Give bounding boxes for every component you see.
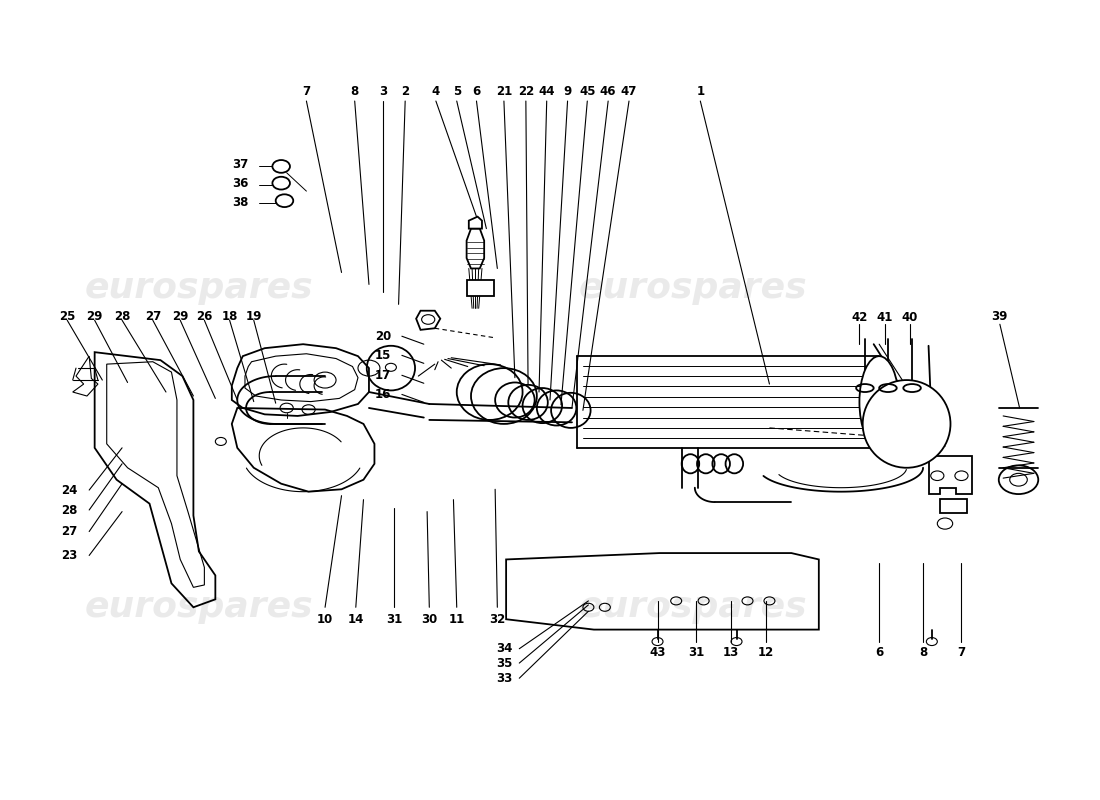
Text: 38: 38 <box>232 196 249 209</box>
Polygon shape <box>469 217 482 229</box>
Ellipse shape <box>859 356 899 448</box>
Text: 29: 29 <box>172 310 188 322</box>
Text: 28: 28 <box>62 503 78 517</box>
Text: 35: 35 <box>496 657 513 670</box>
Text: 33: 33 <box>496 672 512 685</box>
Text: 4: 4 <box>432 85 440 98</box>
Text: 1: 1 <box>696 85 704 98</box>
Text: 27: 27 <box>62 525 77 538</box>
Text: 14: 14 <box>348 613 364 626</box>
Text: 29: 29 <box>87 310 102 322</box>
Text: 28: 28 <box>114 310 130 322</box>
Text: 11: 11 <box>449 613 465 626</box>
Text: 7: 7 <box>957 646 966 659</box>
Text: 10: 10 <box>317 613 333 626</box>
Text: 7: 7 <box>302 85 310 98</box>
Ellipse shape <box>862 380 950 468</box>
Text: 15: 15 <box>375 349 392 362</box>
Text: 12: 12 <box>758 646 774 659</box>
Bar <box>466 281 494 296</box>
Text: eurospares: eurospares <box>85 590 313 624</box>
Text: 6: 6 <box>874 646 883 659</box>
Text: 24: 24 <box>62 483 78 497</box>
Text: 46: 46 <box>600 85 616 98</box>
Text: 45: 45 <box>579 85 595 98</box>
Text: 17: 17 <box>375 369 392 382</box>
Text: 25: 25 <box>59 310 76 322</box>
Text: 18: 18 <box>221 310 238 322</box>
Text: 41: 41 <box>877 311 893 324</box>
Text: 9: 9 <box>563 85 572 98</box>
Text: 6: 6 <box>472 85 481 98</box>
Text: 43: 43 <box>649 646 666 659</box>
Text: 13: 13 <box>723 646 739 659</box>
Text: 20: 20 <box>375 330 392 342</box>
Text: 31: 31 <box>386 613 403 626</box>
Text: 44: 44 <box>539 85 556 98</box>
Text: 40: 40 <box>902 311 918 324</box>
Text: 36: 36 <box>232 177 249 190</box>
Text: 19: 19 <box>245 310 262 322</box>
Text: 8: 8 <box>351 85 359 98</box>
Text: 23: 23 <box>62 549 77 562</box>
Text: 27: 27 <box>145 310 161 322</box>
Text: 47: 47 <box>620 85 637 98</box>
Text: 32: 32 <box>490 613 506 626</box>
Text: 31: 31 <box>688 646 704 659</box>
Text: 37: 37 <box>232 158 249 171</box>
Text: 39: 39 <box>992 310 1008 322</box>
Text: 21: 21 <box>496 85 512 98</box>
Text: 2: 2 <box>402 85 409 98</box>
Text: 34: 34 <box>496 642 513 655</box>
Text: 42: 42 <box>851 311 868 324</box>
Text: 5: 5 <box>452 85 461 98</box>
Text: 16: 16 <box>375 388 392 401</box>
Text: 26: 26 <box>196 310 212 322</box>
Bar <box>939 499 967 514</box>
Text: eurospares: eurospares <box>579 271 807 306</box>
Text: 30: 30 <box>421 613 438 626</box>
Text: eurospares: eurospares <box>579 590 807 624</box>
Text: eurospares: eurospares <box>85 271 313 306</box>
Text: 22: 22 <box>518 85 534 98</box>
Text: 8: 8 <box>918 646 927 659</box>
Polygon shape <box>466 229 484 269</box>
Text: 3: 3 <box>379 85 387 98</box>
